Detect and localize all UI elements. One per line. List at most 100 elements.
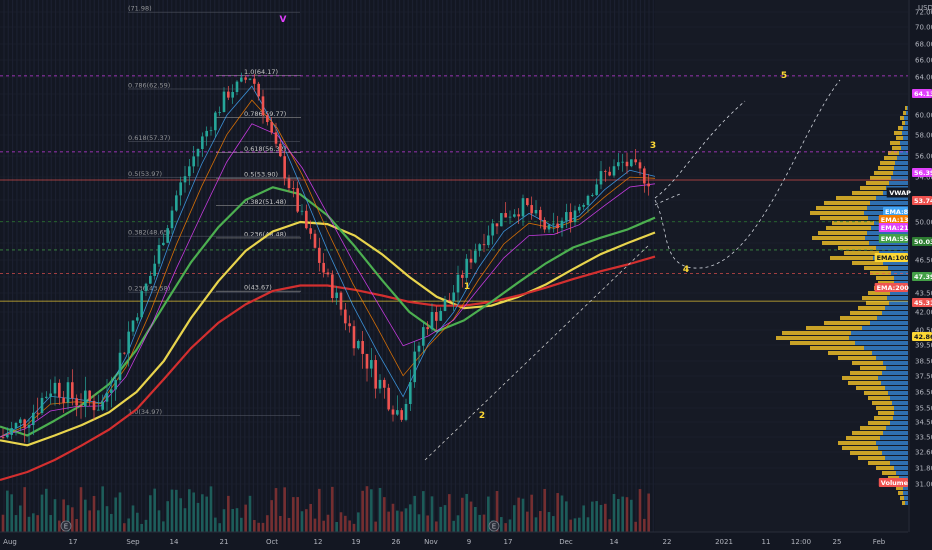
profile-bar-up <box>898 491 903 495</box>
volume-bar <box>231 508 234 532</box>
volume-bar <box>474 506 477 532</box>
volume-bar <box>205 496 208 532</box>
candle-body <box>287 178 291 189</box>
profile-bar-up <box>868 461 890 465</box>
profile-bar-up <box>866 301 889 305</box>
y-tick-label: 70.00 <box>915 24 932 32</box>
candle-body <box>27 425 31 428</box>
candle-body <box>612 166 616 176</box>
volume-bar <box>149 495 152 532</box>
candle-body <box>14 423 18 429</box>
fib-label: 0.382(51.48) <box>244 198 286 206</box>
profile-bar-up <box>832 221 874 225</box>
profile-bar-down <box>903 491 908 495</box>
volume-bar <box>313 518 317 532</box>
volume-bar <box>378 487 382 532</box>
volume-bar <box>157 510 161 532</box>
volume-bar <box>201 494 204 532</box>
price-tag-label: 56.39 <box>914 169 932 177</box>
profile-bar-up <box>870 271 891 275</box>
candle-body <box>521 198 525 217</box>
candle-body <box>547 224 551 230</box>
fib-label: 0.618(57.37) <box>128 134 170 142</box>
profile-bar-up <box>852 431 883 435</box>
candle-body <box>227 91 230 98</box>
price-tag-bg <box>912 298 932 307</box>
volume-bar <box>114 497 117 532</box>
candle-body <box>643 168 646 184</box>
volume-bar <box>569 519 572 532</box>
y-tick-label: 58.00 <box>915 132 932 140</box>
profile-bar-up <box>824 201 870 205</box>
time-axis[interactable]: Aug 17 Sep 14 21 Oct 12 19 26 Nov 9 17 Dec 14 22 2021 11… <box>0 531 908 546</box>
profile-bar-down <box>903 136 908 140</box>
profile-bar-down <box>883 361 908 365</box>
profile-bar-up <box>858 306 885 310</box>
projection-path <box>654 79 841 269</box>
profile-bar-up <box>868 291 890 295</box>
price-tag-bg <box>912 237 932 246</box>
profile-bar-down <box>892 401 908 405</box>
candle-body <box>430 312 434 330</box>
volume-bar <box>357 512 360 532</box>
volume-bar <box>6 490 9 532</box>
profile-bar-down <box>906 111 908 115</box>
wave-label-1: 1 <box>464 282 470 292</box>
volume-profile <box>776 106 908 505</box>
profile-bar-up <box>852 191 883 195</box>
volume-bar <box>547 512 551 532</box>
price-tag-label: EMA:8 <box>885 208 909 216</box>
profile-bar-down <box>885 306 908 310</box>
profile-bar-down <box>882 311 908 315</box>
fib-label: 0.786(62.59) <box>128 81 170 89</box>
profile-bar-up <box>892 146 901 150</box>
profile-bar-up <box>900 496 904 500</box>
volume-bar <box>391 503 395 532</box>
candle-body <box>309 228 312 234</box>
profile-bar-up <box>864 391 888 395</box>
profile-bar-up <box>900 116 904 120</box>
price-tag-bg <box>912 89 932 98</box>
candle-body <box>257 83 260 97</box>
wave-label-3: 3 <box>650 141 656 151</box>
volume-bar <box>465 493 468 532</box>
volume-bar <box>426 515 429 532</box>
profile-bar-down <box>903 126 908 130</box>
profile-bar-down <box>894 166 908 170</box>
profile-bar-up <box>878 411 894 415</box>
volume-bar <box>495 490 499 532</box>
volume-bar <box>422 491 425 532</box>
candle-body <box>326 272 330 275</box>
profile-bar-down <box>876 356 908 360</box>
candle-body <box>166 228 169 243</box>
profile-bar-up <box>874 416 893 420</box>
volume-bar <box>244 504 247 532</box>
candle-body <box>396 410 399 415</box>
candle-body <box>370 360 373 369</box>
candle-body <box>157 245 161 264</box>
x-tick-label: 17 <box>69 538 78 546</box>
profile-bar-down <box>864 346 908 350</box>
profile-bar-down <box>876 196 908 200</box>
volume-bar <box>110 513 113 532</box>
profile-bar-down <box>894 466 908 470</box>
price-tag-label: EMA:13 <box>881 216 909 224</box>
candle-body <box>569 212 572 223</box>
candle-body <box>32 412 35 426</box>
candle-body <box>508 216 512 218</box>
y-tick-label: 60.00 <box>915 112 932 120</box>
y-tick-label: 56.00 <box>915 153 932 161</box>
profile-bar-down <box>907 106 908 110</box>
candle-body <box>313 233 317 248</box>
price-tag-label: EMA:21 <box>881 224 909 232</box>
candle-body <box>543 219 546 230</box>
profile-bar-up <box>776 336 849 340</box>
candle-body <box>383 379 386 388</box>
volume-bar <box>105 506 109 532</box>
volume-bar <box>573 518 577 532</box>
candle-body <box>469 258 473 263</box>
price-tag-bg <box>874 253 908 262</box>
candle-body <box>357 341 360 349</box>
profile-bar-down <box>901 146 908 150</box>
